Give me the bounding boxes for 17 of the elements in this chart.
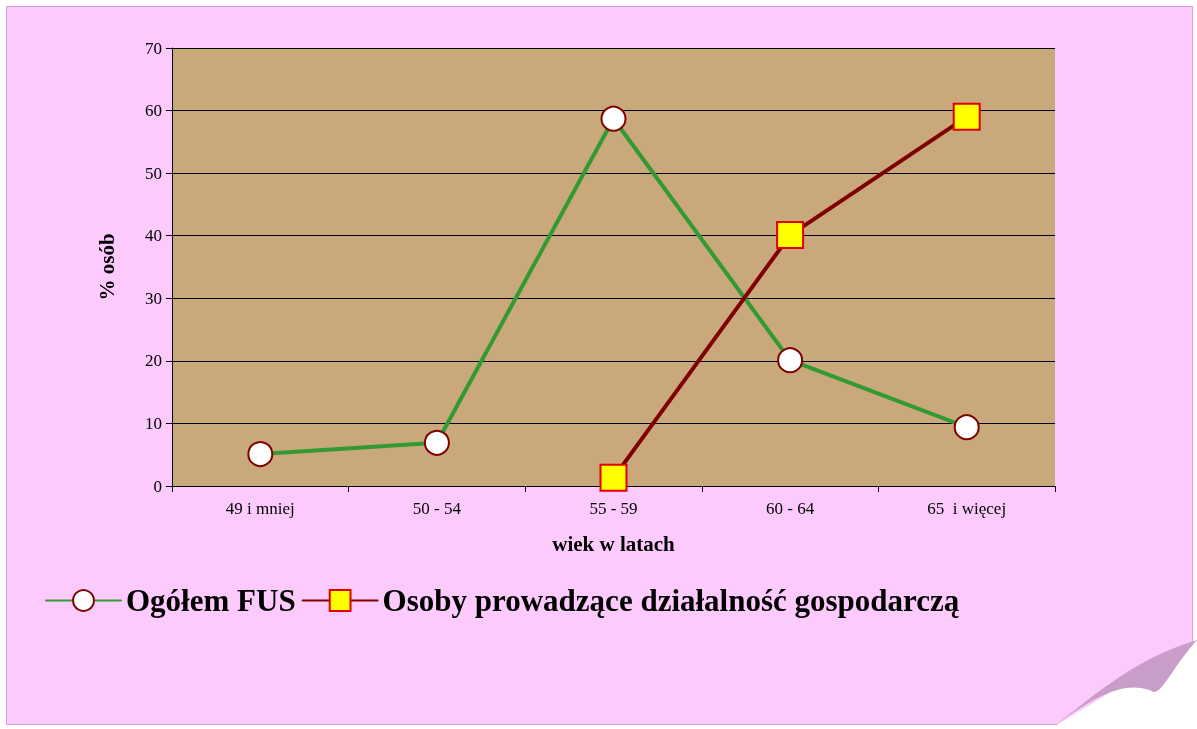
y-tick-label: 10 [145,413,162,433]
y-tick-label: 50 [145,163,162,183]
x-tick-label: 65 i więcej [927,499,1007,518]
y-tick-label: 70 [145,38,162,58]
legend-label: Ogółem FUS [126,583,296,618]
y-tick-label: 20 [145,351,162,371]
legend-label: Osoby prowadzące działalność gospodarczą [382,583,960,618]
y-tick-label: 0 [153,476,162,496]
x-tick-label: 50 - 54 [412,499,462,518]
x-axis-title: wiek w latach [552,531,676,556]
x-tick-label: 60 - 64 [766,499,815,518]
y-tick-label: 40 [145,226,162,246]
x-tick-label: 55 - 59 [589,499,638,518]
y-axis-title: % osób [94,233,119,301]
y-tick-label: 60 [145,101,162,121]
x-tick-label: 49 i mniej [225,499,295,518]
y-tick-label: 30 [145,288,162,308]
